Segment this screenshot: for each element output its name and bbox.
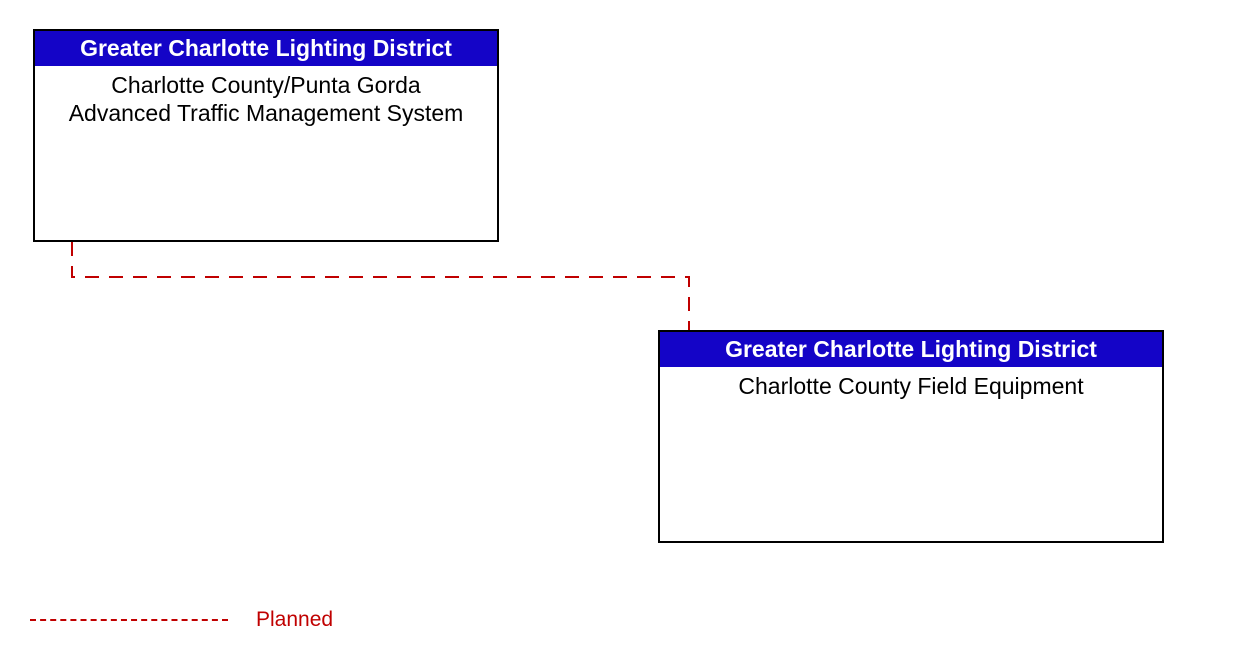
node-field-equipment-body-line1: Charlotte County Field Equipment (668, 373, 1154, 401)
node-atms-body-line2: Advanced Traffic Management System (43, 100, 489, 128)
node-field-equipment[interactable]: Greater Charlotte Lighting District Char… (658, 330, 1164, 543)
legend-label-planned: Planned (256, 608, 333, 632)
node-field-equipment-header: Greater Charlotte Lighting District (660, 332, 1162, 367)
node-field-equipment-body: Charlotte County Field Equipment (660, 367, 1162, 409)
node-atms-body: Charlotte County/Punta Gorda Advanced Tr… (35, 66, 497, 135)
legend: Planned (30, 608, 333, 632)
node-atms-header: Greater Charlotte Lighting District (35, 31, 497, 66)
legend-line-planned (30, 619, 228, 621)
node-atms[interactable]: Greater Charlotte Lighting District Char… (33, 29, 499, 242)
node-atms-body-line1: Charlotte County/Punta Gorda (43, 72, 489, 100)
